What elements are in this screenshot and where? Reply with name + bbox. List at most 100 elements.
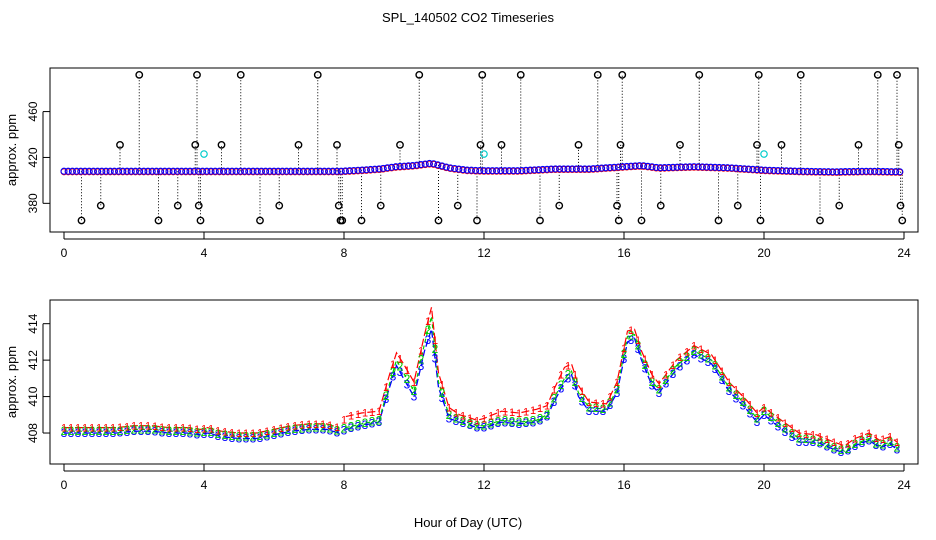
series-line-1 [64, 423, 339, 434]
baseline-point-blue [295, 167, 303, 175]
plot-top-xtick-label: 12 [477, 246, 491, 260]
series-marker-2: 2 [775, 416, 782, 430]
baseline-point-blue [266, 167, 274, 175]
baseline-point-blue [98, 167, 106, 175]
baseline-point-blue [761, 166, 769, 174]
plot-top-xtick-label: 20 [757, 246, 771, 260]
series-marker-2: 2 [327, 422, 334, 436]
baseline-point-blue [539, 165, 547, 174]
series-line-1 [345, 307, 898, 447]
series-marker-1: 1 [383, 382, 389, 394]
series-marker-3: 3 [187, 426, 194, 440]
plot-bottom-xtick-label: 24 [897, 478, 911, 492]
plot-top-xtick-label: 4 [201, 246, 208, 260]
series-marker-2: 2 [404, 372, 411, 386]
series-marker-2: 2 [712, 359, 719, 373]
baseline-point-blue [119, 167, 127, 175]
outlier-point [77, 216, 86, 225]
series-marker-1: 1 [810, 429, 816, 441]
series-marker-3: 3 [341, 423, 348, 437]
baseline-point-blue [661, 164, 669, 172]
series-marker-3: 3 [236, 431, 243, 445]
plot-bottom-xtick-label: 4 [201, 478, 208, 492]
baseline-point-blue [467, 166, 475, 174]
baseline-point-blue [425, 159, 433, 168]
baseline-point-blue [493, 167, 501, 175]
baseline-point-blue [766, 166, 774, 174]
baseline-point-blue [808, 167, 816, 175]
baseline-point-blue [220, 167, 228, 175]
baseline-point-blue [778, 167, 786, 175]
baseline-point-blue [329, 167, 337, 175]
baseline-point-blue [115, 167, 123, 175]
baseline-point-blue [367, 165, 375, 174]
outlier-point [135, 70, 144, 79]
series-marker-3: 3 [82, 426, 89, 440]
series-marker-3: 3 [159, 425, 166, 439]
baseline-point-blue [375, 165, 383, 173]
series-marker-2: 2 [551, 391, 558, 405]
series-marker-2: 2 [131, 422, 138, 436]
series-marker-2: 2 [663, 373, 670, 387]
baseline-point-blue [623, 162, 631, 170]
baseline-point-blue [127, 167, 135, 175]
series-marker-1: 1 [411, 377, 417, 389]
series-marker-1: 1 [705, 348, 711, 360]
series-marker-1: 1 [404, 365, 410, 377]
series-marker-2: 2 [208, 425, 215, 439]
series-marker-3: 3 [852, 439, 859, 453]
series-marker-1: 1 [747, 399, 753, 411]
baseline-point-blue [551, 165, 559, 173]
baseline-point-blue [106, 167, 114, 175]
baseline-point-blue [614, 163, 622, 171]
series-marker-2: 2 [236, 430, 243, 444]
series-marker-3: 3 [628, 333, 635, 347]
series-marker-1: 1 [138, 421, 144, 433]
series-marker-2: 2 [761, 404, 768, 418]
series-marker-3: 3 [215, 429, 222, 443]
series-marker-1: 1 [285, 421, 291, 433]
baseline-point-blue [388, 163, 396, 171]
series-marker-2: 2 [558, 378, 565, 392]
baseline-point-blue [585, 165, 593, 173]
baseline-point-blue [136, 167, 144, 175]
baseline-point-blue [299, 167, 307, 175]
series-marker-2: 2 [299, 421, 306, 435]
baseline-point-blue [862, 167, 870, 175]
series-marker-1: 1 [614, 377, 620, 389]
series-marker-3: 3 [642, 362, 649, 376]
series-marker-1: 1 [635, 335, 641, 347]
series-marker-2: 2 [866, 431, 873, 445]
baseline-point-blue [308, 167, 316, 175]
baseline-point-blue [673, 163, 681, 171]
series-marker-1: 1 [726, 377, 732, 389]
baseline-point-blue [845, 167, 853, 176]
series-marker-1: 1 [656, 379, 662, 391]
series-marker-3: 3 [740, 399, 747, 413]
series-marker-2: 2 [600, 402, 607, 416]
series-marker-2: 2 [670, 363, 677, 377]
series-marker-2: 2 [474, 419, 481, 433]
series-marker-1: 1 [488, 411, 494, 423]
series-marker-1: 1 [712, 355, 718, 367]
series-marker-3: 3 [453, 414, 460, 428]
series-marker-2: 2 [803, 432, 810, 446]
series-marker-2: 2 [873, 436, 880, 450]
series-marker-1: 1 [446, 403, 452, 415]
series-marker-2: 2 [544, 408, 551, 422]
series-marker-2: 2 [880, 438, 887, 452]
series-marker-2: 2 [243, 430, 250, 444]
outlier-point [334, 201, 343, 210]
baseline-point-blue [850, 167, 858, 176]
baseline-point-blue [354, 166, 362, 174]
series-marker-2: 2 [810, 433, 817, 447]
outlier-point [695, 70, 704, 79]
series-marker-1: 1 [775, 413, 781, 425]
baseline-point-blue [228, 167, 236, 175]
series-marker-3: 3 [516, 417, 523, 431]
series-marker-1: 1 [481, 413, 487, 425]
series-marker-1: 1 [355, 409, 361, 421]
plot-bottom-ytick-label: 408 [26, 423, 40, 443]
series-marker-1: 1 [586, 397, 592, 409]
series-marker-2: 2 [362, 416, 369, 430]
